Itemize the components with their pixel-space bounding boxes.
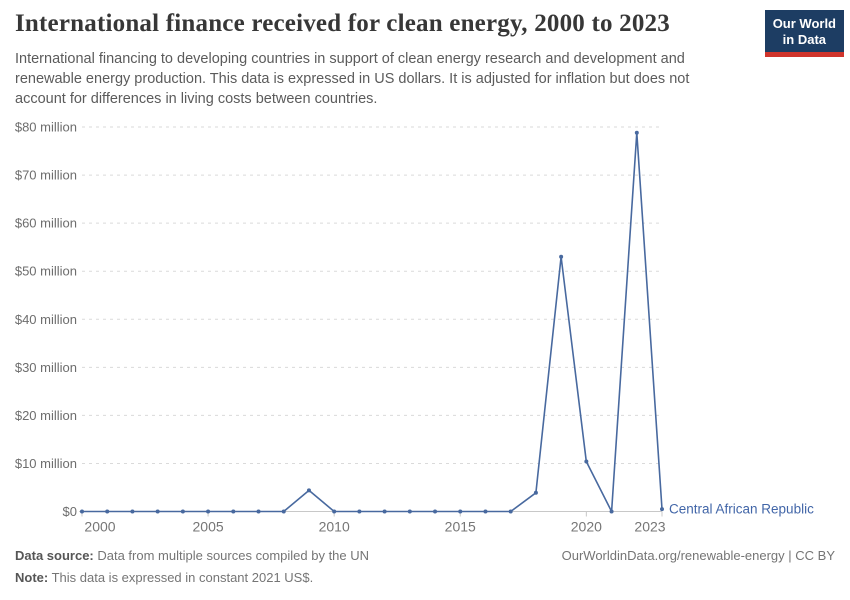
chart-footer: Data source: Data from multiple sources …	[15, 548, 835, 585]
x-tick-label-2005: 2005	[193, 519, 224, 535]
owid-url-link[interactable]: OurWorldinData.org/renewable-energy | CC…	[561, 548, 835, 563]
data-point-2002[interactable]	[130, 509, 135, 514]
data-point-2004[interactable]	[180, 509, 185, 514]
data-point-2009[interactable]	[306, 488, 311, 493]
data-point-2000[interactable]	[80, 509, 84, 514]
data-point-2018[interactable]	[533, 490, 538, 495]
owid-logo[interactable]: Our World in Data	[764, 10, 844, 58]
data-source-label: Data source:	[15, 548, 94, 563]
x-tick-label-2020: 2020	[571, 519, 602, 535]
y-tick-label-30: $30 million	[15, 360, 77, 375]
x-tick-label-2015: 2015	[445, 519, 476, 535]
data-point-2001[interactable]	[105, 509, 110, 514]
owid-logo-line2: in Data	[782, 31, 827, 47]
data-point-2008[interactable]	[281, 509, 286, 514]
y-tick-label-40: $40 million	[15, 312, 77, 327]
y-tick-label-10: $10 million	[15, 456, 77, 471]
y-tick-label-70: $70 million	[15, 168, 77, 183]
data-source-line: Data source: Data from multiple sources …	[15, 548, 369, 563]
data-point-2005[interactable]	[206, 509, 211, 514]
chart-subtitle: International financing to developing co…	[15, 50, 690, 108]
data-point-2014[interactable]	[433, 509, 438, 514]
data-point-2011[interactable]	[357, 509, 362, 514]
data-point-2010[interactable]	[332, 509, 337, 514]
y-tick-label-50: $50 million	[15, 264, 77, 279]
x-tick-label-2023: 2023	[634, 519, 665, 535]
data-point-2015[interactable]	[458, 509, 463, 514]
x-tick-label-2010: 2010	[319, 519, 350, 535]
y-tick-label-80: $80 million	[15, 120, 77, 135]
data-point-2006[interactable]	[231, 509, 236, 514]
y-tick-label-0: $0	[63, 504, 77, 519]
data-point-2003[interactable]	[155, 509, 160, 514]
note-line: Note: This data is expressed in constant…	[15, 570, 313, 585]
entity-label[interactable]: Central African Republic	[669, 502, 814, 517]
chart-title: International finance received for clean…	[15, 10, 670, 37]
data-source-text: Data from multiple sources compiled by t…	[93, 548, 370, 563]
data-point-2012[interactable]	[382, 509, 387, 514]
data-point-2022[interactable]	[634, 130, 639, 135]
trend-line[interactable]	[81, 132, 663, 513]
data-point-2007[interactable]	[256, 509, 261, 514]
y-tick-label-60: $60 million	[15, 216, 77, 231]
data-point-2013[interactable]	[407, 509, 412, 514]
note-label: Note:	[15, 570, 49, 585]
data-point-2017[interactable]	[508, 509, 513, 514]
y-tick-label-20: $20 million	[15, 408, 77, 423]
data-point-2021[interactable]	[609, 509, 614, 514]
owid-logo-line1: Our World	[772, 16, 836, 31]
data-point-2020[interactable]	[584, 459, 589, 464]
x-tick-label-2000: 2000	[84, 519, 115, 535]
data-point-2019[interactable]	[559, 254, 564, 259]
chart-header: International finance received for clean…	[15, 10, 765, 110]
data-point-2023[interactable]	[660, 507, 664, 512]
note-text: This data is expressed in constant 2021 …	[48, 570, 314, 585]
data-point-2016[interactable]	[483, 509, 488, 514]
